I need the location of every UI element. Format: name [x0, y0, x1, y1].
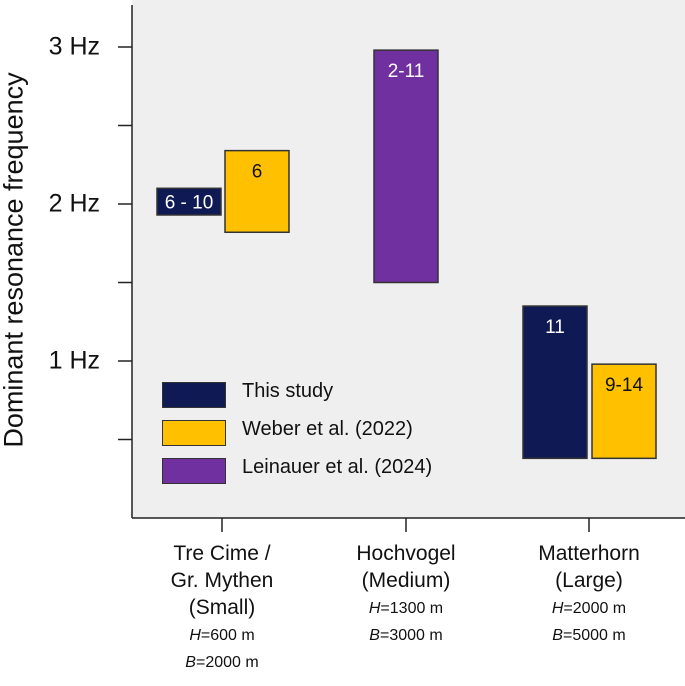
category-dimension: B=3000 m [369, 627, 443, 644]
y-axis-label: Dominant resonance frequency [0, 72, 29, 448]
category-label: Matterhorn (Large) H=2000 m B=5000 m [489, 540, 685, 648]
range-bar-label: 11 [545, 317, 565, 338]
range-bar-label: 2-11 [388, 61, 425, 82]
category-label: Hochvogel (Medium) H=1300 m B=3000 m [306, 540, 506, 648]
category-dimension: H=600 m [189, 627, 255, 644]
legend-swatch [162, 420, 226, 446]
category-dimension: B=2000 m [185, 654, 259, 671]
y-tick-label: 3 Hz [48, 32, 100, 61]
range-bar-this-study [522, 305, 588, 460]
legend-label: This study [242, 380, 334, 402]
legend-swatch [162, 382, 226, 408]
range-bar-weber-et-al-2022 [591, 363, 657, 460]
range-bar-leinauer-et-al-2024 [373, 49, 439, 284]
category-name: Tre Cime / Gr. Mythen (Small) [170, 542, 274, 619]
category-name: Hochvogel (Medium) [356, 542, 456, 592]
range-bar-label: 6 [252, 162, 263, 183]
range-bar-label: 9-14 [605, 375, 643, 396]
range-bar-weber-et-al-2022 [224, 149, 290, 234]
category-dimension: H=1300 m [368, 600, 444, 617]
y-tick-label: 2 Hz [48, 189, 100, 218]
legend-label: Leinauer et al. (2024) [242, 456, 433, 478]
category-label: Tre Cime / Gr. Mythen (Small) H=600 m B=20… [122, 540, 322, 675]
legend-swatch [162, 458, 226, 484]
category-dimension: B=5000 m [552, 627, 626, 644]
range-bar-this-study [156, 187, 222, 216]
legend-label: Weber et al. (2022) [242, 418, 413, 440]
range-bar-label: 6 - 10 [165, 193, 214, 214]
category-dimension: H=2000 m [551, 600, 627, 617]
category-name: Matterhorn (Large) [538, 542, 640, 592]
y-tick-label: 1 Hz [48, 346, 100, 375]
